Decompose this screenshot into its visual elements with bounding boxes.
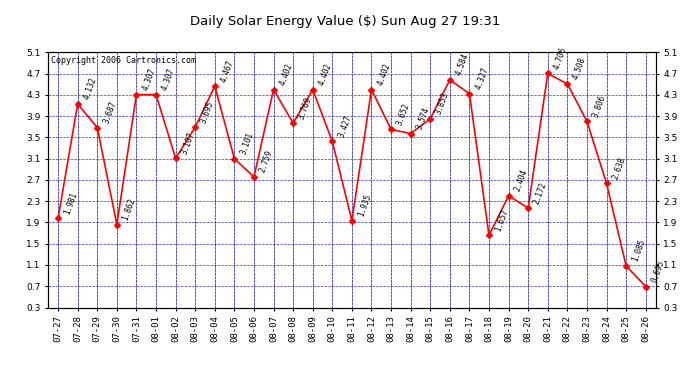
Text: 3.687: 3.687 <box>101 100 118 125</box>
Text: 2.638: 2.638 <box>611 156 627 180</box>
Text: 1.862: 1.862 <box>121 197 137 222</box>
Text: 4.508: 4.508 <box>571 56 588 81</box>
Text: 3.107: 3.107 <box>180 131 196 156</box>
Text: 3.853: 3.853 <box>435 91 451 116</box>
Text: 2.404: 2.404 <box>513 168 529 193</box>
Text: 4.706: 4.706 <box>552 46 569 70</box>
Text: 3.806: 3.806 <box>591 94 607 118</box>
Text: 4.402: 4.402 <box>277 62 294 87</box>
Text: Copyright 2006 Cartronics.com: Copyright 2006 Cartronics.com <box>51 56 197 65</box>
Text: 1.657: 1.657 <box>493 208 509 232</box>
Text: 4.584: 4.584 <box>454 53 471 77</box>
Text: 3.695: 3.695 <box>199 99 216 124</box>
Text: 1.981: 1.981 <box>62 190 79 215</box>
Text: 3.427: 3.427 <box>337 114 353 139</box>
Text: 2.172: 2.172 <box>533 180 549 205</box>
Text: 0.695: 0.695 <box>650 259 667 284</box>
Text: 1.085: 1.085 <box>630 238 647 263</box>
Text: 1.935: 1.935 <box>356 193 373 218</box>
Text: 3.769: 3.769 <box>297 96 314 120</box>
Text: 4.307: 4.307 <box>141 67 157 92</box>
Text: 4.402: 4.402 <box>375 62 392 87</box>
Text: 4.327: 4.327 <box>473 66 490 91</box>
Text: 3.101: 3.101 <box>239 131 255 156</box>
Text: 4.402: 4.402 <box>317 62 333 87</box>
Text: Daily Solar Energy Value ($) Sun Aug 27 19:31: Daily Solar Energy Value ($) Sun Aug 27 … <box>190 15 500 28</box>
Text: 4.467: 4.467 <box>219 58 235 83</box>
Text: 4.132: 4.132 <box>82 76 98 101</box>
Text: 4.307: 4.307 <box>160 67 177 92</box>
Text: 3.652: 3.652 <box>395 102 412 127</box>
Text: 3.574: 3.574 <box>415 106 431 131</box>
Text: 2.759: 2.759 <box>258 149 275 174</box>
